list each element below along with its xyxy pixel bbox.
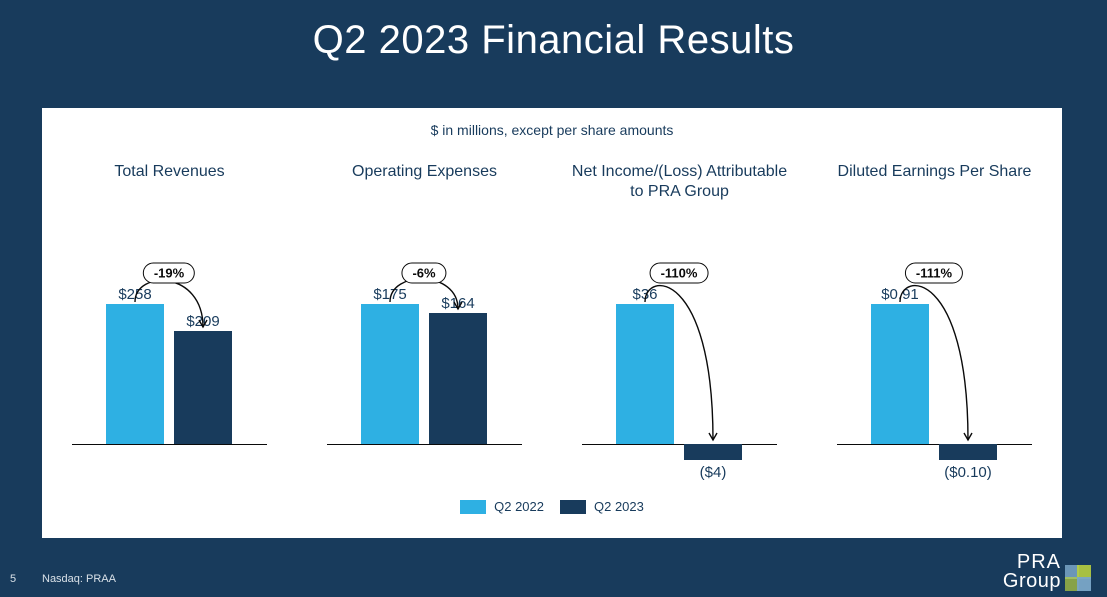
chart-1: Operating Expenses $175$164-6%	[297, 162, 552, 482]
panel-subtitle: $ in millions, except per share amounts	[42, 108, 1062, 138]
plot-area: $258$209-19%	[72, 234, 267, 482]
plot-area: $175$164-6%	[327, 234, 522, 482]
chart-title: Diluted Earnings Per Share	[807, 162, 1062, 222]
pra-logo: PRA Group	[1003, 553, 1091, 591]
chart-title: Operating Expenses	[297, 162, 552, 222]
logo-line-2: Group	[1003, 572, 1061, 591]
plot-area: $36($4)-110%	[582, 234, 777, 482]
legend-label-2022: Q2 2022	[494, 499, 544, 514]
content-panel: $ in millions, except per share amounts …	[42, 108, 1062, 538]
chart-title: Net Income/(Loss) Attributable to PRA Gr…	[552, 162, 807, 222]
delta-pill: -111%	[905, 263, 963, 284]
page-number: 5	[10, 573, 16, 585]
chart-3: Diluted Earnings Per Share $0.91($0.10)-1…	[807, 162, 1062, 482]
chart-2: Net Income/(Loss) Attributable to PRA Gr…	[552, 162, 807, 482]
delta-pill: -110%	[650, 263, 709, 284]
logo-text: PRA Group	[1003, 553, 1061, 591]
charts-row: Total Revenues$258$209-19%Operating Expe…	[42, 162, 1062, 482]
legend-item-2023: Q2 2023	[560, 499, 644, 514]
legend-swatch-2022	[460, 500, 486, 514]
delta-pill: -19%	[143, 263, 195, 284]
delta-pill: -6%	[401, 263, 446, 284]
logo-mark-icon	[1065, 565, 1091, 591]
page-title: Q2 2023 Financial Results	[0, 0, 1107, 63]
ticker: Nasdaq: PRAA	[42, 573, 116, 585]
legend: Q2 2022 Q2 2023	[42, 499, 1062, 514]
plot-area: $0.91($0.10)-111%	[837, 234, 1032, 482]
chart-0: Total Revenues $258$209-19%	[42, 162, 297, 482]
legend-swatch-2023	[560, 500, 586, 514]
chart-title: Total Revenues	[42, 162, 297, 222]
legend-label-2023: Q2 2023	[594, 499, 644, 514]
legend-item-2022: Q2 2022	[460, 499, 544, 514]
